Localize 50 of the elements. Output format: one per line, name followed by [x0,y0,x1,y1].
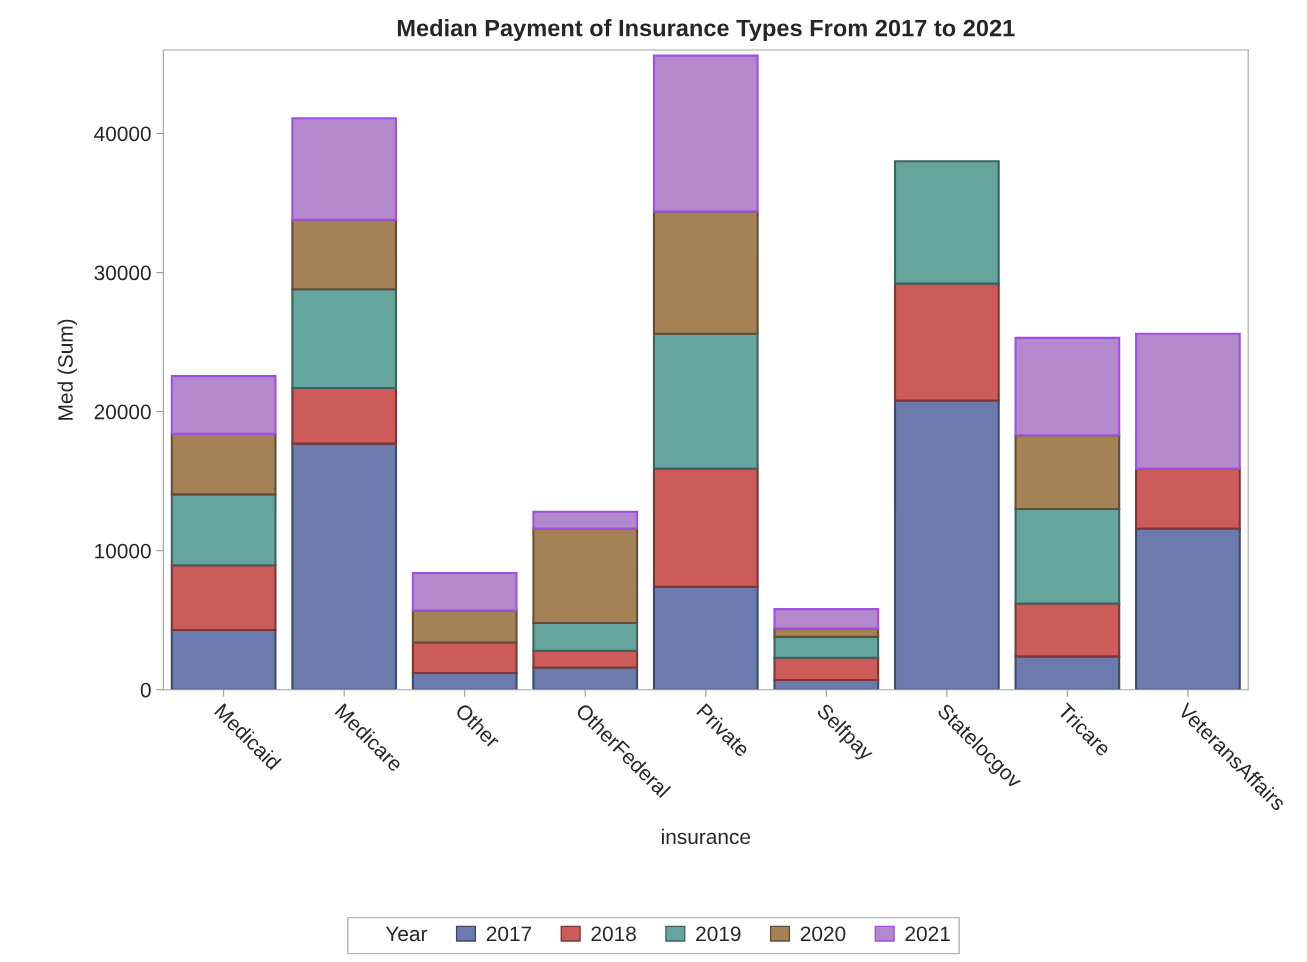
legend-label: 2020 [800,926,846,942]
bar [1135,467,1241,530]
y-tick-label: 20000 [94,404,151,420]
bar [1135,332,1241,470]
bar [170,432,277,496]
bar [1135,527,1241,690]
bar [1014,655,1121,690]
bar [652,210,759,335]
x-axis-title: insurance [662,828,751,845]
bar [532,649,639,669]
bar [652,332,759,470]
bar [411,571,518,612]
bar [893,160,1000,285]
bar [893,282,1000,402]
bar [652,585,759,690]
y-tick-label: 10000 [95,543,151,559]
bar [1014,434,1121,510]
bar [532,510,639,530]
bar [773,608,880,630]
bar [291,117,398,221]
bar [1014,507,1121,605]
legend-label: 2018 [591,926,636,942]
bar [773,656,880,682]
bar [170,375,277,435]
chart-title: Median Payment of Insurance Types From 2017 to 2021 [397,19,1015,42]
legend-title: Year [385,926,428,942]
y-tick-label: 0 [140,682,151,698]
bar [411,641,518,675]
legend-label: 2021 [905,926,950,942]
bar [170,493,277,567]
bar [170,628,277,690]
y-axis-title: Med (Sum) [57,319,77,420]
legend-label: 2019 [696,926,741,942]
bar [291,442,398,690]
bar [532,621,639,652]
bar [1014,602,1121,658]
bar [1014,336,1121,437]
bar [652,467,759,588]
bar [773,635,880,659]
bar [291,386,398,445]
bar [170,564,277,631]
bar [291,218,398,291]
bar [532,527,639,625]
bar [652,54,759,213]
bar [893,399,1000,690]
y-tick-label: 30000 [94,265,151,281]
y-tick-label: 40000 [94,126,151,142]
bar [291,288,398,390]
bar [411,609,518,644]
legend-label: 2017 [486,926,532,942]
